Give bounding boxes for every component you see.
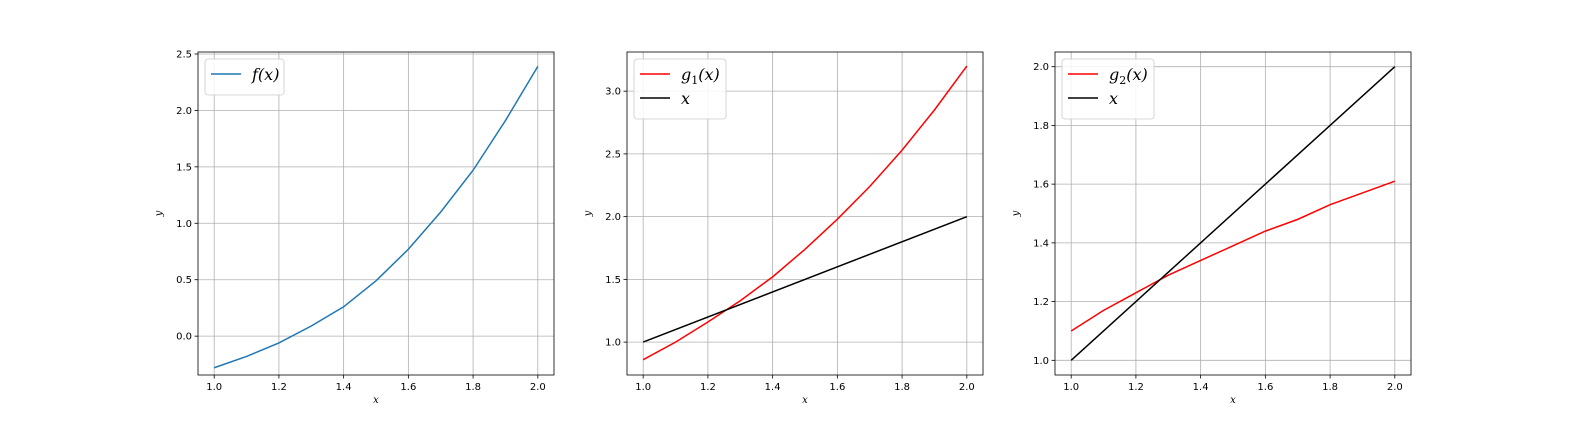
x-tick-label: 1.0 [1063, 382, 1079, 393]
series-line-1 [213, 66, 539, 369]
x-tick-label: 1.8 [1322, 382, 1338, 393]
legend: g1(x) x [633, 58, 727, 120]
legend: g2(x) x [1061, 58, 1155, 120]
legend-label: x [681, 89, 690, 108]
x-tick-label: 1.6 [400, 382, 416, 393]
y-tick-label: 1.5 [176, 162, 192, 173]
x-tick-label: 1.0 [635, 382, 651, 393]
x-axis-label: x [802, 395, 808, 406]
x-tick-label: 1.8 [465, 382, 481, 393]
series-line-2 [642, 215, 968, 343]
chart-1: 1.0 1.2 1.4 1.6 1.8 2.0 0.0 0.5 1.0 1.5 2.0 2.5 x y f(… [154, 49, 555, 406]
y-tick-label: 2.5 [176, 49, 192, 60]
y-axis-label: y [1011, 210, 1022, 217]
chart-2: 1.0 1.2 1.4 1.6 1.8 2.0 1.0 1.5 2.0 2.5 3.0 x y g1(x)… [583, 51, 984, 406]
legend: f(x) [204, 58, 285, 96]
series-line-2 [1070, 66, 1396, 361]
legend-label: x [1109, 89, 1118, 108]
x-tick-label: 1.4 [336, 382, 352, 393]
y-axis-label: y [154, 210, 165, 217]
y-tick-label: 1.6 [1033, 180, 1049, 191]
x-tick-label: 1.0 [206, 382, 222, 393]
axes-frame [197, 51, 555, 376]
y-tick-label: 1.0 [1033, 356, 1049, 367]
y-tick-label: 2.0 [1033, 62, 1049, 73]
x-tick-label: 1.4 [765, 382, 781, 393]
chart-3: 1.0 1.2 1.4 1.6 1.8 2.0 1.0 1.2 1.4 1.6 1.8 2.0 x y g2… [1011, 51, 1412, 406]
x-tick-label: 1.6 [829, 382, 845, 393]
x-tick-label: 2.0 [1387, 382, 1403, 393]
axes-frame [626, 51, 984, 376]
x-tick-label: 1.2 [271, 382, 287, 393]
y-tick-label: 1.0 [176, 219, 192, 230]
y-tick-label: 0.5 [176, 275, 192, 286]
x-axis-label: x [1230, 395, 1236, 406]
x-tick-label: 1.4 [1193, 382, 1209, 393]
x-tick-label: 1.2 [1128, 382, 1144, 393]
x-tick-label: 1.2 [700, 382, 716, 393]
legend-box [204, 58, 285, 96]
y-tick-label: 2.5 [605, 149, 621, 160]
series-line-1 [1070, 180, 1396, 332]
series-line-1 [642, 65, 968, 361]
y-tick-label: 2.0 [176, 106, 192, 117]
y-axis-label: y [583, 210, 594, 217]
y-tick-label: 1.5 [605, 275, 621, 286]
x-tick-label: 2.0 [959, 382, 975, 393]
legend-label: f(x) [251, 65, 279, 84]
y-tick-label: 3.0 [605, 87, 621, 98]
axes-frame [1054, 51, 1412, 376]
y-tick-label: 1.8 [1033, 121, 1049, 132]
x-tick-label: 1.8 [894, 382, 910, 393]
y-tick-label: 0.0 [176, 332, 192, 343]
legend-label: g1(x) [681, 65, 720, 87]
y-tick-label: 1.2 [1033, 297, 1049, 308]
x-tick-label: 1.6 [1257, 382, 1273, 393]
y-tick-label: 1.4 [1033, 238, 1049, 249]
legend-label: g2(x) [1109, 65, 1148, 87]
y-tick-label: 1.0 [605, 338, 621, 349]
x-axis-label: x [373, 395, 379, 406]
y-tick-label: 2.0 [605, 212, 621, 223]
x-tick-label: 2.0 [530, 382, 546, 393]
